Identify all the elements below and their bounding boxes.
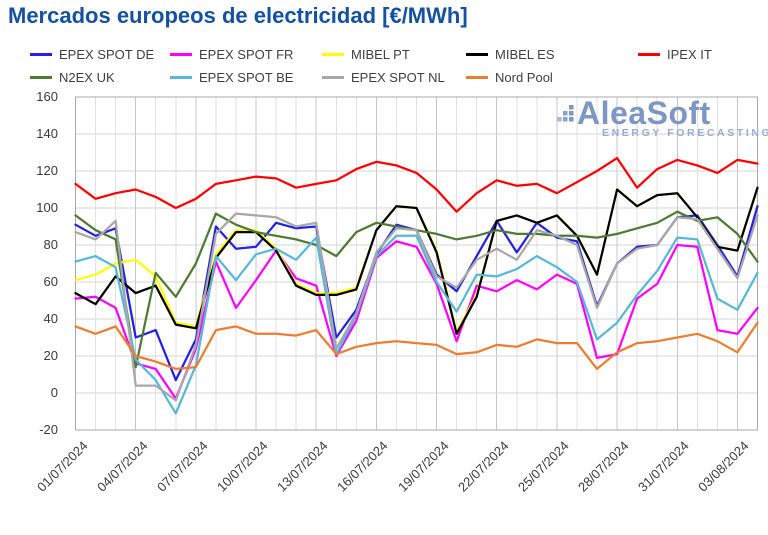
legend-marker-ipex-it	[638, 52, 660, 56]
legend-item-mibel-es: MIBEL ES	[466, 45, 554, 63]
series-lines	[74, 156, 759, 415]
y-axis-tick-label: 160	[36, 89, 58, 104]
legend-marker-mibel-pt	[322, 52, 344, 56]
watermark-tagline: ENERGY FORECASTING	[602, 127, 768, 139]
legend-item-n2ex-uk: N2EX UK	[30, 68, 115, 86]
legend-item-label: Nord Pool	[495, 69, 553, 85]
legend-item-epex-spot-nl: EPEX SPOT NL	[322, 68, 445, 86]
logo-dots-icon	[557, 117, 562, 122]
legend-marker-n2ex-uk	[30, 75, 52, 79]
legend-marker-epex-spot-nl	[322, 75, 344, 79]
y-axis-tick-label: 80	[43, 237, 58, 252]
legend-item-epex-spot-be: EPEX SPOT BE	[170, 68, 293, 86]
series-line-mibel-es	[74, 186, 759, 335]
y-axis-tick-label: 0	[50, 385, 58, 400]
y-axis-tick-label: 20	[43, 348, 58, 363]
legend-marker-epex-spot-be	[170, 75, 192, 79]
legend-item-nord-pool: Nord Pool	[466, 68, 553, 86]
legend-marker-epex-spot-de	[30, 52, 52, 56]
legend-item-label: EPEX SPOT FR	[199, 46, 294, 62]
watermark-name: AleaSoft	[577, 95, 711, 131]
legend-item-mibel-pt: MIBEL PT	[322, 45, 410, 63]
series-line-nord-pool	[74, 321, 759, 371]
gridlines	[75, 96, 758, 431]
y-axis-tick-label: 60	[43, 274, 58, 289]
legend-item-epex-spot-de: EPEX SPOT DE	[30, 45, 154, 63]
y-axis-tick-label: 100	[36, 200, 58, 215]
legend-marker-nord-pool	[466, 75, 488, 79]
legend-item-label: IPEX IT	[667, 46, 712, 62]
logo-dots-icon	[569, 111, 574, 116]
series-line-ipex-it	[74, 156, 759, 213]
y-axis-tick-label: 40	[43, 311, 58, 326]
legend-marker-epex-spot-fr	[170, 52, 192, 56]
plot-border	[75, 96, 758, 431]
logo-dots-icon	[569, 117, 574, 122]
series-line-epex-spot-nl	[74, 212, 759, 402]
logo-dots-icon	[563, 117, 568, 122]
legend-item-label: MIBEL ES	[495, 46, 555, 62]
legend-item-epex-spot-fr: EPEX SPOT FR	[170, 45, 293, 63]
logo-dots-icon	[569, 105, 574, 110]
logo-dots-icon	[563, 111, 568, 116]
legend-item-label: MIBEL PT	[351, 46, 410, 62]
y-axis-tick-label: 120	[36, 163, 58, 178]
series-line-epex-spot-be	[74, 234, 759, 415]
legend-item-label: EPEX SPOT BE	[199, 69, 294, 85]
legend-item-label: EPEX SPOT DE	[59, 46, 155, 62]
legend-item-label: N2EX UK	[59, 69, 115, 85]
chart-title: Mercados europeos de electricidad [€/MWh…	[8, 3, 468, 28]
y-axis-tick-label: -20	[39, 422, 58, 437]
legend-item-label: EPEX SPOT NL	[351, 69, 445, 85]
legend-marker-mibel-es	[466, 52, 488, 56]
legend-item-ipex-it: IPEX IT	[638, 45, 712, 63]
y-axis-tick-label: 140	[36, 126, 58, 141]
